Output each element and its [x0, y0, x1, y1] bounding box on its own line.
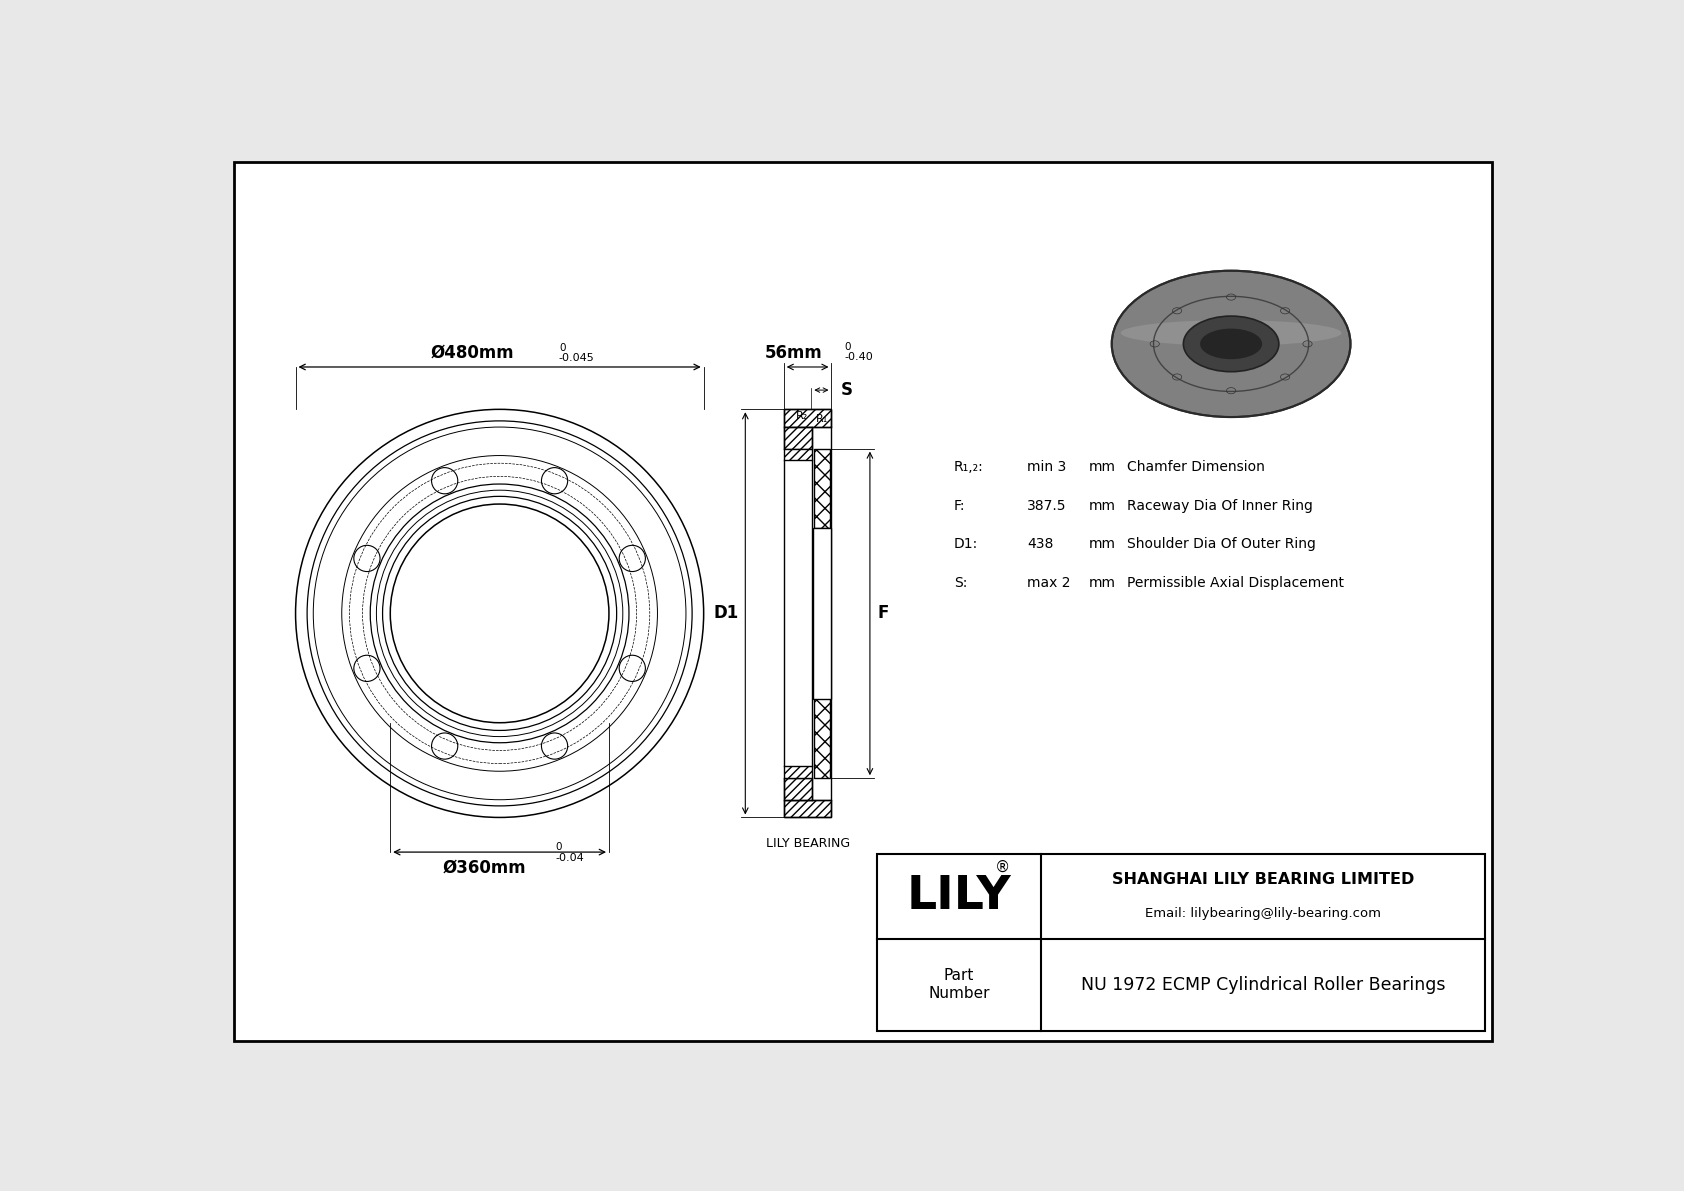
Text: min 3: min 3	[1027, 460, 1066, 474]
Text: F:: F:	[953, 499, 965, 512]
Text: NU 1972 ECMP Cylindrical Roller Bearings: NU 1972 ECMP Cylindrical Roller Bearings	[1081, 975, 1445, 993]
Text: LILY BEARING: LILY BEARING	[766, 837, 850, 849]
Text: mm: mm	[1088, 499, 1116, 512]
Text: 0: 0	[845, 342, 850, 351]
Text: -0.045: -0.045	[559, 354, 594, 363]
Bar	[813, 528, 830, 699]
Text: SHANGHAI LILY BEARING LIMITED: SHANGHAI LILY BEARING LIMITED	[1111, 872, 1415, 886]
Text: LILY: LILY	[906, 874, 1012, 918]
Bar	[783, 799, 832, 817]
Text: R₂: R₂	[797, 411, 808, 422]
Bar	[783, 428, 812, 449]
Text: max 2: max 2	[1027, 575, 1071, 590]
Text: 56mm: 56mm	[765, 343, 822, 362]
Bar	[783, 410, 832, 817]
Text: mm: mm	[1088, 537, 1116, 551]
Bar	[783, 410, 832, 428]
Text: 0: 0	[556, 842, 561, 852]
Text: mm: mm	[1088, 575, 1116, 590]
Text: 387.5: 387.5	[1027, 499, 1066, 512]
Text: D1: D1	[714, 604, 739, 623]
Bar	[783, 778, 812, 799]
Ellipse shape	[1122, 320, 1342, 345]
Bar	[783, 767, 812, 778]
Text: Raceway Dia Of Inner Ring: Raceway Dia Of Inner Ring	[1127, 499, 1314, 512]
Text: mm: mm	[1088, 460, 1116, 474]
Text: Ø480mm: Ø480mm	[431, 343, 515, 362]
Text: Shoulder Dia Of Outer Ring: Shoulder Dia Of Outer Ring	[1127, 537, 1315, 551]
Ellipse shape	[1133, 368, 1330, 400]
Text: 0: 0	[559, 343, 566, 353]
Text: Ø360mm: Ø360mm	[443, 859, 525, 877]
Bar	[813, 449, 830, 699]
Bar	[877, 854, 1485, 1030]
Ellipse shape	[1201, 329, 1261, 360]
Text: Part
Number: Part Number	[928, 968, 990, 1000]
Text: R₁: R₁	[815, 414, 829, 424]
Text: ®: ®	[995, 860, 1010, 874]
Text: S:: S:	[953, 575, 967, 590]
Text: Chamfer Dimension: Chamfer Dimension	[1127, 460, 1265, 474]
Ellipse shape	[1111, 270, 1351, 417]
Text: D1:: D1:	[953, 537, 978, 551]
Text: 438: 438	[1027, 537, 1054, 551]
Ellipse shape	[1184, 316, 1278, 372]
Bar	[783, 449, 812, 461]
Text: S: S	[840, 381, 852, 399]
Text: -0.04: -0.04	[556, 853, 584, 862]
Text: -0.40: -0.40	[845, 351, 874, 362]
Bar	[813, 528, 830, 778]
Text: R₁,₂:: R₁,₂:	[953, 460, 983, 474]
Text: Email: lilybearing@lily-bearing.com: Email: lilybearing@lily-bearing.com	[1145, 906, 1381, 919]
Text: F: F	[877, 604, 889, 623]
Text: Permissible Axial Displacement: Permissible Axial Displacement	[1127, 575, 1344, 590]
